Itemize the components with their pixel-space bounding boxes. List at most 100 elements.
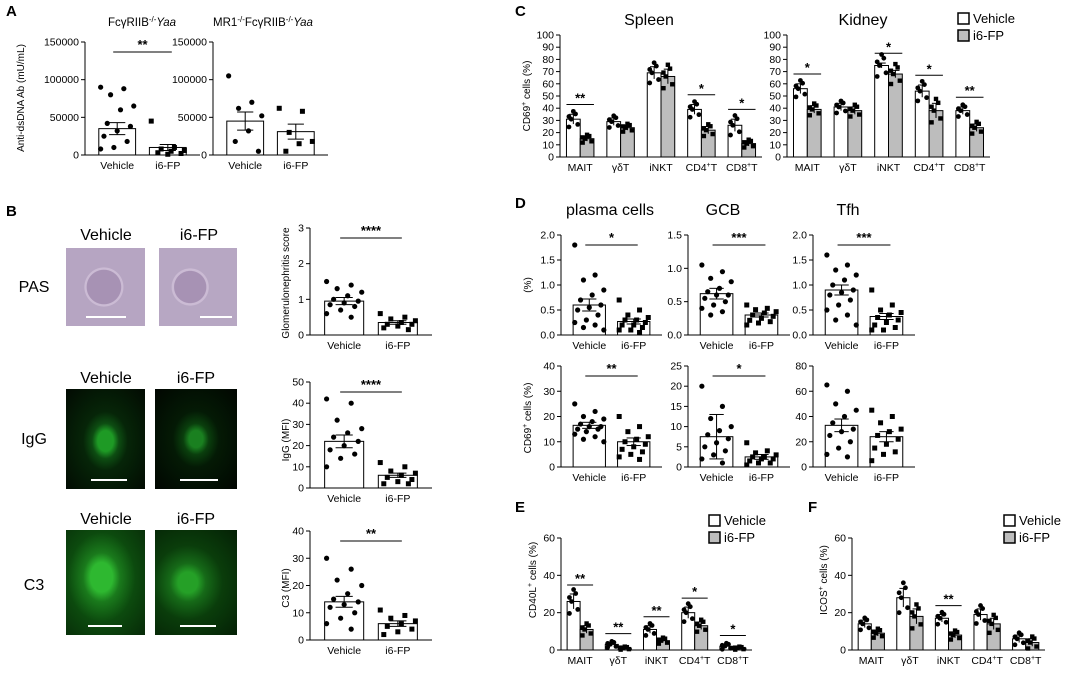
y-tick-label: 50 xyxy=(542,91,554,103)
data-point xyxy=(334,417,340,423)
data-point xyxy=(592,408,598,415)
x-tick-label: iNKT xyxy=(649,162,673,174)
data-point xyxy=(107,92,114,98)
y-tick-label: 40 xyxy=(795,411,807,423)
x-tick-label: MAIT xyxy=(568,655,594,667)
y-tick-label: 30 xyxy=(292,419,304,431)
data-point xyxy=(601,439,607,445)
data-point xyxy=(405,481,411,487)
data-point xyxy=(616,454,622,460)
data-point xyxy=(896,590,902,596)
y-tick-label: 20 xyxy=(292,440,304,452)
data-point xyxy=(957,635,962,641)
data-point xyxy=(276,105,282,111)
x-tick-label: i6-FP xyxy=(155,160,180,172)
y-tick-label: 150000 xyxy=(172,37,207,49)
data-point xyxy=(647,80,653,86)
data-point xyxy=(883,320,889,325)
data-point xyxy=(586,304,592,311)
data-point xyxy=(651,60,657,66)
x-tick-label: CD8+T xyxy=(717,655,749,667)
data-point xyxy=(898,595,904,601)
data-point xyxy=(728,424,734,430)
legend-vehicle-swatch xyxy=(1003,514,1016,527)
data-point xyxy=(764,305,770,311)
data-point xyxy=(409,321,415,327)
data-point xyxy=(398,621,404,627)
data-point xyxy=(104,120,110,126)
data-point xyxy=(701,133,707,139)
y-tick-label: 15 xyxy=(670,401,682,413)
data-point xyxy=(858,627,863,633)
panel-e-ylabel: CD40L+ cells (%) xyxy=(527,542,539,618)
data-point xyxy=(756,460,762,466)
data-point xyxy=(572,319,578,326)
significance-marker: *** xyxy=(731,230,747,245)
data-point xyxy=(402,612,408,618)
data-point xyxy=(639,325,645,330)
y-tick-label: 3 xyxy=(298,223,304,235)
y-tick-label: 0 xyxy=(73,150,79,162)
data-point xyxy=(948,631,954,636)
data-point xyxy=(705,432,711,438)
data-point xyxy=(331,296,337,302)
data-point xyxy=(359,289,365,295)
data-point xyxy=(384,321,390,327)
data-point xyxy=(924,95,930,101)
data-point xyxy=(642,320,648,325)
x-tick-label: CD8+T xyxy=(726,162,758,174)
data-point xyxy=(893,61,898,67)
data-point xyxy=(395,323,401,329)
data-point xyxy=(235,105,242,111)
row-label-pas: PAS xyxy=(19,279,50,296)
data-point xyxy=(651,631,657,636)
data-point xyxy=(888,81,894,87)
y-tick-label: 10 xyxy=(543,436,555,448)
data-point xyxy=(793,94,799,100)
x-tick-label: Vehicle xyxy=(700,340,734,352)
data-point xyxy=(381,481,387,487)
data-point xyxy=(807,113,812,118)
data-point xyxy=(989,621,994,627)
y-tick-label: 50 xyxy=(292,377,304,389)
data-point xyxy=(359,426,365,432)
y-tick-label: 0.5 xyxy=(667,296,682,308)
data-point xyxy=(973,609,979,614)
data-point xyxy=(355,599,361,605)
data-point xyxy=(331,434,337,440)
data-point xyxy=(681,607,687,613)
data-point xyxy=(402,464,408,470)
data-point xyxy=(722,299,728,305)
data-point xyxy=(625,121,630,127)
x-tick-label: CD4+T xyxy=(679,655,711,667)
y-tick-label: 0 xyxy=(548,152,554,164)
data-point xyxy=(824,382,830,388)
data-point xyxy=(886,429,892,435)
data-point xyxy=(844,454,851,460)
legend-vehicle-swatch xyxy=(708,514,721,527)
data-point xyxy=(761,310,767,316)
data-point xyxy=(634,436,640,442)
data-point xyxy=(987,630,992,636)
data-point xyxy=(834,110,839,116)
data-point xyxy=(338,615,344,621)
x-tick-label: i6-FP xyxy=(621,340,646,352)
data-point xyxy=(626,646,632,652)
data-point xyxy=(746,137,751,142)
data-point xyxy=(889,302,895,308)
data-point xyxy=(708,312,714,318)
data-point xyxy=(767,319,773,325)
x-tick-label: Vehicle xyxy=(327,493,361,505)
data-point xyxy=(681,619,687,625)
y-tick-label: 50000 xyxy=(178,112,207,124)
significance-marker: * xyxy=(805,60,811,75)
data-point xyxy=(323,278,330,285)
data-point xyxy=(719,460,726,466)
data-point xyxy=(601,287,607,293)
data-point xyxy=(345,591,351,597)
data-point xyxy=(898,310,904,315)
data-point xyxy=(733,645,738,650)
data-point xyxy=(809,107,815,112)
x-tick-label: i6-FP xyxy=(283,160,308,172)
